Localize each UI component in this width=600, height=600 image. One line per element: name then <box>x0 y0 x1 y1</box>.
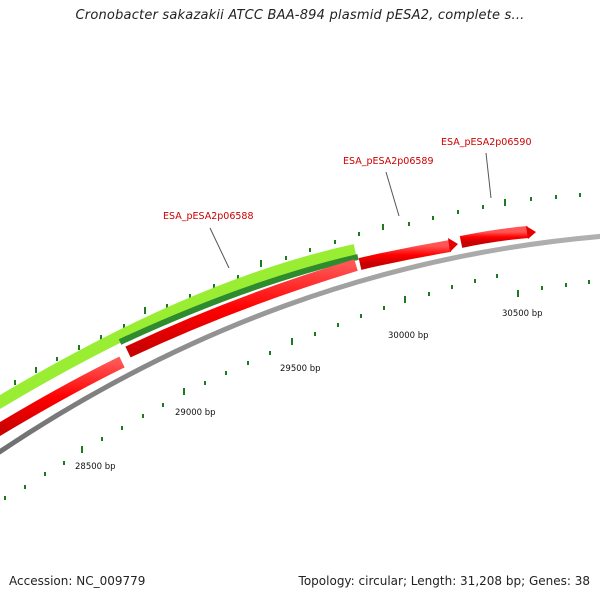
tick-mark <box>101 437 103 441</box>
gene-label: ESA_pESA2p06589 <box>343 156 434 167</box>
bp-scale-label: 30500 bp <box>502 309 543 319</box>
tick-mark <box>213 284 215 288</box>
gene-label: ESA_pESA2p06588 <box>163 211 254 222</box>
tick-mark <box>404 296 406 303</box>
label-connector <box>485 152 492 199</box>
tick-mark <box>142 414 144 418</box>
tick-mark <box>162 403 164 407</box>
tick-mark <box>451 285 453 289</box>
tick-mark <box>482 205 484 209</box>
tick-mark <box>35 367 37 373</box>
label-connector <box>209 227 230 269</box>
tick-mark <box>123 324 125 328</box>
bp-scale-label: 29500 bp <box>280 364 321 374</box>
tick-mark <box>517 290 519 297</box>
tick-mark <box>144 307 146 314</box>
gene-arrow <box>459 226 529 248</box>
tick-mark <box>183 388 185 395</box>
tick-mark <box>360 314 362 318</box>
bp-scale-label: 28500 bp <box>75 462 116 472</box>
tick-mark <box>432 216 434 220</box>
tick-mark <box>496 274 498 278</box>
tick-mark <box>555 195 557 199</box>
tick-mark <box>285 256 287 260</box>
tick-mark <box>457 210 459 214</box>
tick-mark <box>225 371 227 375</box>
tick-mark <box>237 275 239 279</box>
tick-mark <box>408 222 410 226</box>
tick-mark <box>269 351 271 355</box>
gene-arrow <box>0 356 125 437</box>
tick-mark <box>358 232 360 236</box>
tick-mark <box>204 381 206 385</box>
tick-mark <box>63 461 65 465</box>
tick-mark <box>56 357 58 361</box>
tick-mark <box>474 279 476 283</box>
label-connector <box>385 171 400 217</box>
accession-label: Accession: NC_009779 <box>9 574 146 588</box>
tick-mark <box>565 283 567 287</box>
tick-mark <box>337 323 339 327</box>
tick-mark <box>309 248 311 252</box>
tick-mark <box>530 197 532 201</box>
tick-mark <box>541 286 543 290</box>
tick-mark <box>579 193 581 197</box>
plasmid-backbone <box>0 233 600 455</box>
tick-mark <box>78 345 80 350</box>
gene-arrow <box>125 259 358 358</box>
feature-dark-green <box>118 254 359 345</box>
tick-mark <box>24 485 26 489</box>
inner-ticks <box>4 274 590 500</box>
tick-mark <box>14 380 16 385</box>
gene-arrow <box>358 240 451 270</box>
gene-arrowhead <box>448 238 458 252</box>
tick-mark <box>428 292 430 296</box>
tick-mark <box>247 361 249 365</box>
tick-mark <box>588 280 590 284</box>
tick-mark <box>189 294 191 298</box>
outer-ticks <box>14 193 581 385</box>
bp-scale-label: 29000 bp <box>175 408 216 418</box>
tick-mark <box>4 496 6 500</box>
bp-scale-label: 30000 bp <box>388 331 429 341</box>
tick-mark <box>291 338 293 345</box>
gene-label: ESA_pESA2p06590 <box>441 137 532 148</box>
gene-label-connectors <box>209 152 492 269</box>
tick-mark <box>44 472 46 476</box>
plasmid-summary: Topology: circular; Length: 31,208 bp; G… <box>298 574 590 588</box>
tick-mark <box>504 199 506 206</box>
tick-mark <box>382 224 384 230</box>
tick-mark <box>334 240 336 244</box>
tick-mark <box>314 332 316 336</box>
tick-mark <box>81 446 83 453</box>
gene-arrowhead <box>526 226 536 239</box>
tick-mark <box>260 260 262 267</box>
tick-mark <box>383 306 385 310</box>
tick-mark <box>121 426 123 430</box>
map-title: Cronobacter sakazakii ATCC BAA-894 plasm… <box>75 8 525 23</box>
tick-mark <box>100 335 102 340</box>
tick-mark <box>166 304 168 308</box>
feature-light-green <box>0 244 357 410</box>
